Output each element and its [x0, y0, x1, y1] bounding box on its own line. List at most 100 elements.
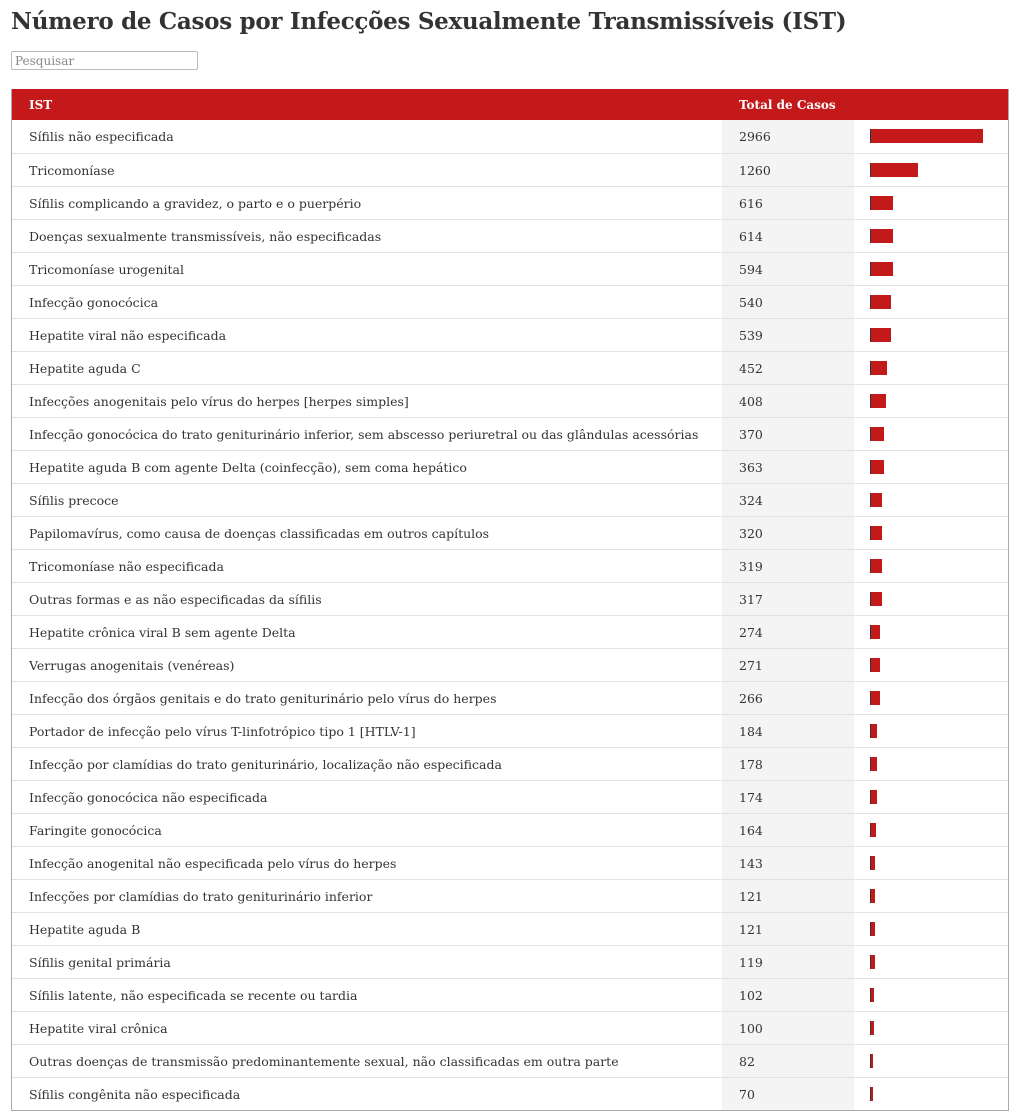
bar-cell	[854, 583, 1008, 615]
row-label: Outras formas e as não especificadas da …	[29, 591, 322, 607]
row-label: Sífilis não especificada	[29, 129, 174, 144]
row-label: Papilomavírus, como causa de doenças cla…	[29, 525, 490, 541]
bar-cell	[854, 550, 1008, 582]
bar-cell	[854, 1045, 1008, 1077]
value-bar	[870, 922, 875, 936]
row-value: 274	[722, 616, 854, 648]
table-row: Doenças sexualmente transmissíveis, não …	[12, 219, 1008, 252]
bar-cell	[854, 120, 1008, 153]
table-row: Tricomoníase urogenital 594	[12, 252, 1008, 285]
row-value: 121	[722, 880, 854, 912]
table-row: Outras doenças de transmissão predominan…	[12, 1044, 1008, 1077]
table-row: Hepatite aguda B com agente Delta (coinf…	[12, 450, 1008, 483]
table-row: Hepatite aguda C 452	[12, 351, 1008, 384]
bar-cell	[854, 385, 1008, 417]
value-bar	[870, 229, 894, 243]
value-bar	[870, 691, 881, 705]
row-value: 102	[722, 979, 854, 1011]
value-bar	[870, 262, 893, 276]
bar-cell	[854, 187, 1008, 219]
row-label: Infecção por clamídias do trato genituri…	[29, 756, 502, 772]
value-bar	[870, 328, 891, 342]
column-header-ist[interactable]: IST	[29, 97, 53, 112]
bar-cell	[854, 847, 1008, 879]
row-value: 452	[722, 352, 854, 384]
table-row: Infecção gonocócica do trato geniturinár…	[12, 417, 1008, 450]
row-value: 2966	[722, 120, 854, 153]
bar-cell	[854, 1078, 1008, 1110]
row-label: Portador de infecção pelo vírus T-linfot…	[29, 723, 416, 739]
row-label: Hepatite viral crônica	[29, 1020, 168, 1036]
table-row: Infecções por clamídias do trato genitur…	[12, 879, 1008, 912]
row-value: 178	[722, 748, 854, 780]
row-label: Sífilis latente, não especificada se rec…	[29, 987, 358, 1003]
row-label: Sífilis precoce	[29, 492, 119, 508]
bar-cell	[854, 616, 1008, 648]
value-bar	[870, 163, 918, 177]
table-row: Hepatite viral não especificada 539	[12, 318, 1008, 351]
value-bar	[870, 592, 883, 606]
search-input[interactable]	[11, 51, 198, 70]
bar-cell	[854, 352, 1008, 384]
bar-cell	[854, 649, 1008, 681]
value-bar	[870, 361, 888, 375]
table-header: IST Total de Casos	[12, 89, 1008, 120]
row-value: 121	[722, 913, 854, 945]
bar-cell	[854, 319, 1008, 351]
row-value: 271	[722, 649, 854, 681]
table-row: Infecção gonocócica não especificada 174	[12, 780, 1008, 813]
bar-cell	[854, 220, 1008, 252]
row-label: Infecção anogenital não especificada pel…	[29, 855, 397, 871]
table-row: Sífilis não especificada 2966	[12, 120, 1008, 153]
row-label: Infecção gonocócica	[29, 294, 159, 310]
row-label: Outras doenças de transmissão predominan…	[29, 1053, 619, 1069]
bar-cell	[854, 286, 1008, 318]
row-value: 100	[722, 1012, 854, 1044]
value-bar	[870, 889, 875, 903]
bar-cell	[854, 418, 1008, 450]
row-label: Tricomoníase não especificada	[29, 558, 224, 574]
table-row: Papilomavírus, como causa de doenças cla…	[12, 516, 1008, 549]
value-bar	[870, 988, 874, 1002]
table-row: Infecção gonocócica 540	[12, 285, 1008, 318]
bar-cell	[854, 979, 1008, 1011]
row-label: Sífilis congênita não especificada	[29, 1086, 241, 1102]
row-label: Tricomoníase urogenital	[29, 261, 184, 277]
bar-cell	[854, 814, 1008, 846]
value-bar	[870, 955, 875, 969]
value-bar	[870, 295, 891, 309]
value-bar	[870, 129, 983, 143]
row-label: Infecção gonocócica do trato geniturinár…	[29, 426, 699, 442]
bar-cell	[854, 517, 1008, 549]
value-bar	[870, 493, 883, 507]
row-label: Hepatite aguda B	[29, 921, 141, 937]
row-label: Sífilis complicando a gravidez, o parto …	[29, 195, 362, 211]
value-bar	[870, 856, 876, 870]
row-value: 363	[722, 451, 854, 483]
column-header-total[interactable]: Total de Casos	[739, 97, 836, 112]
row-value: 594	[722, 253, 854, 285]
row-value: 540	[722, 286, 854, 318]
table-row: Tricomoníase 1260	[12, 153, 1008, 186]
row-label: Hepatite crônica viral B sem agente Delt…	[29, 624, 296, 640]
bar-cell	[854, 748, 1008, 780]
value-bar	[870, 757, 877, 771]
table-row: Infecções anogenitais pelo vírus do herp…	[12, 384, 1008, 417]
row-value: 614	[722, 220, 854, 252]
value-bar	[870, 427, 885, 441]
row-label: Infecção dos órgãos genitais e do trato …	[29, 690, 497, 706]
table-row: Hepatite viral crônica 100	[12, 1011, 1008, 1044]
table-row: Infecção dos órgãos genitais e do trato …	[12, 681, 1008, 714]
table-row: Sífilis latente, não especificada se rec…	[12, 978, 1008, 1011]
value-bar	[870, 1054, 874, 1068]
value-bar	[870, 526, 883, 540]
row-value: 320	[722, 517, 854, 549]
row-label: Faringite gonocócica	[29, 822, 162, 838]
row-value: 266	[722, 682, 854, 714]
bar-cell	[854, 154, 1008, 186]
row-value: 119	[722, 946, 854, 978]
bar-cell	[854, 913, 1008, 945]
value-bar	[870, 460, 884, 474]
table-row: Hepatite aguda B 121	[12, 912, 1008, 945]
bar-cell	[854, 880, 1008, 912]
